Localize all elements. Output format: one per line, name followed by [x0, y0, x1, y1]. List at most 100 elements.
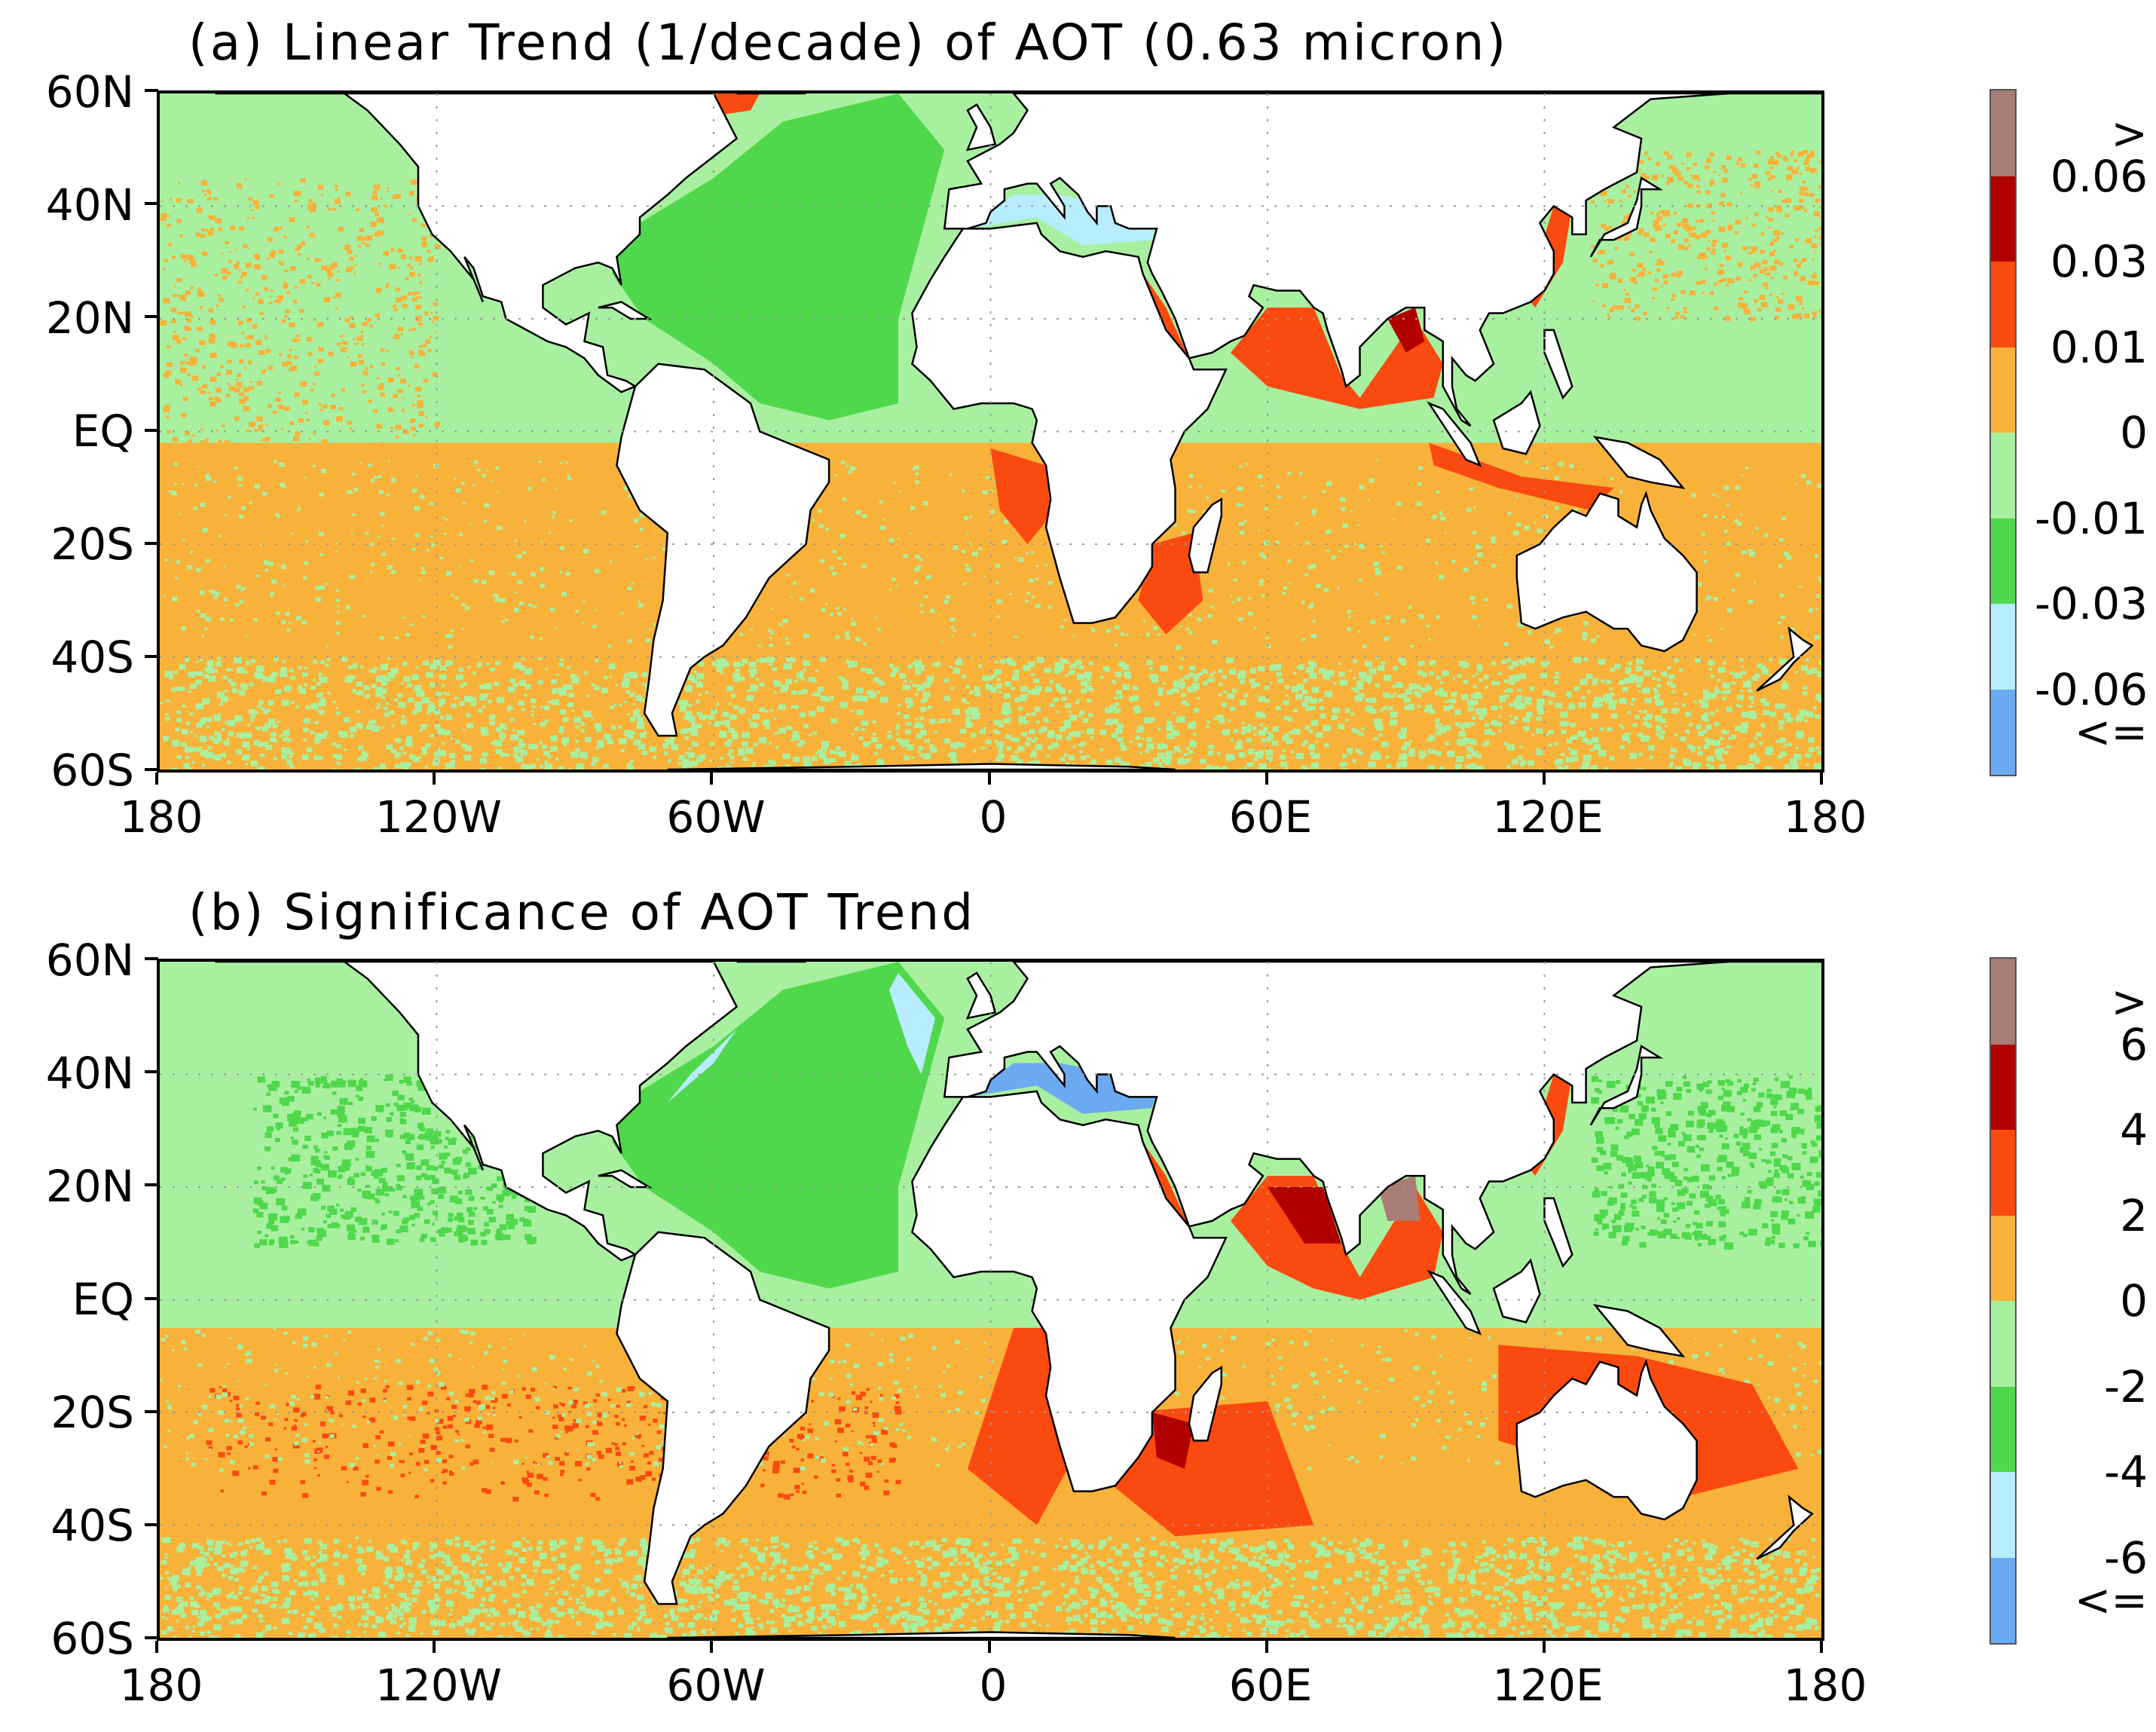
lat-label-60n: 60N — [45, 935, 134, 986]
lat-tick — [145, 654, 158, 658]
colorbar-label: 0.06 — [2050, 150, 2148, 202]
colorbar-segment — [1991, 90, 2015, 176]
land-madagascar — [1188, 1365, 1223, 1442]
lat-tick — [145, 957, 158, 960]
colorbar-segment — [1991, 176, 2015, 262]
speckle-dots — [252, 1074, 537, 1248]
land-borneo — [1492, 1258, 1541, 1323]
lat-label-eq: EQ — [72, 1274, 134, 1325]
lon-label-60w: 60W — [666, 1660, 766, 1711]
north-atlantic-decrease — [612, 93, 945, 421]
colorbar-label: 4 — [2120, 1104, 2148, 1155]
colorbar-segment — [1991, 433, 2015, 519]
mozambique-increase — [1138, 533, 1203, 635]
colorbar-label: 0.01 — [2050, 321, 2148, 373]
land-antarctica-edge — [667, 1631, 1176, 1638]
north-atlantic-negative — [612, 962, 945, 1289]
colorbar-segment — [1991, 959, 2015, 1045]
lat-label-20n: 20N — [45, 1161, 134, 1212]
land-sumatra — [1427, 1269, 1482, 1336]
land-new-guinea — [1592, 1304, 1686, 1358]
panel-b-colorbar — [1989, 957, 2017, 1645]
lon-label-60e: 60E — [1228, 1660, 1313, 1711]
land-madagascar — [1188, 497, 1223, 574]
speckle-dots — [160, 1328, 1821, 1473]
land-philippines — [1543, 329, 1573, 400]
mediterranean-decrease — [967, 194, 1157, 246]
red-sea-increase — [1142, 274, 1189, 359]
land-south-america — [616, 363, 830, 737]
speckle-texture — [160, 178, 442, 463]
gulf-of-guinea-increase — [990, 448, 1051, 544]
gridlines — [160, 93, 1821, 770]
lat-tick — [145, 1636, 158, 1639]
lon-tick — [987, 773, 991, 785]
speckle-texture — [1591, 1075, 1821, 1250]
lat-label-40s: 40S — [50, 632, 134, 683]
colorbar-segment — [1991, 1215, 2015, 1301]
colorbar-segment — [1991, 1472, 2015, 1558]
lon-label-180w: 180 — [119, 1660, 203, 1711]
lon-label-0: 0 — [979, 791, 1008, 843]
land-japan — [1589, 176, 1664, 258]
land-new-zealand — [1756, 1495, 1814, 1560]
lat-tick — [145, 768, 158, 771]
colorbar-segment — [1991, 262, 2015, 347]
speckle-texture — [160, 1328, 1821, 1473]
lat-label-eq: EQ — [72, 405, 134, 457]
panel-a-colorbar — [1989, 89, 2017, 776]
speckle-dots — [160, 1536, 1821, 1638]
colorbar-label: 0 — [2120, 1275, 2148, 1327]
speckle-texture — [160, 1536, 1821, 1638]
speckle-texture — [160, 656, 1821, 770]
us-coast-negative — [644, 1029, 737, 1131]
land-new-zealand — [1756, 626, 1814, 692]
land-sumatra — [1427, 401, 1482, 467]
lat-label-20n: 20N — [45, 292, 134, 344]
lat-tick — [145, 89, 158, 92]
lat-tick — [145, 1522, 158, 1526]
colorbar-label: 0.03 — [2050, 236, 2148, 287]
land-south-america — [616, 1231, 830, 1605]
lon-tick — [1820, 773, 1823, 785]
indian-subcontinent-increase — [1231, 308, 1443, 409]
speckle-dots — [160, 178, 442, 463]
panel-b-map — [157, 959, 1824, 1641]
lon-label-0: 0 — [979, 1660, 1008, 1711]
red-sea-positive — [1142, 1142, 1189, 1227]
colorbar-label: -0.06 — [2035, 663, 2148, 715]
lat-label-60n: 60N — [45, 66, 134, 118]
lon-label-180w: 180 — [119, 791, 203, 843]
lon-tick — [433, 1641, 436, 1653]
panel-a-map — [157, 90, 1824, 773]
colorbar-label: <= — [2074, 706, 2148, 758]
speckle-texture — [1591, 149, 1821, 322]
lat-label-40n: 40N — [45, 1048, 134, 1099]
lon-label-120w: 120W — [375, 791, 503, 843]
lon-label-180e: 180 — [1783, 791, 1867, 843]
land-philippines — [1543, 1197, 1573, 1268]
east-atlantic-negative — [888, 972, 935, 1075]
lon-label-120e: 120E — [1492, 791, 1604, 843]
land-cuba — [598, 1169, 653, 1189]
land-africa — [910, 1090, 1228, 1492]
speckle-dots — [160, 656, 1821, 770]
gridlines — [160, 962, 1821, 1638]
colorbar-label: -4 — [2104, 1446, 2148, 1498]
land-australia — [1515, 1358, 1698, 1521]
lon-label-60e: 60E — [1228, 791, 1313, 843]
land-eurasia — [943, 962, 1821, 1296]
colorbar-segment — [1991, 1130, 2015, 1216]
land-africa — [910, 222, 1228, 624]
panel-b-map-svg — [160, 962, 1821, 1638]
land-antarctica-edge — [667, 763, 1176, 770]
colorbar-label: > — [2111, 107, 2148, 159]
lon-tick — [1265, 1641, 1268, 1653]
lon-tick — [1542, 773, 1546, 785]
colorbar-label: 6 — [2120, 1018, 2148, 1070]
mozambique-high — [1151, 1412, 1194, 1469]
lon-label-180e: 180 — [1783, 1660, 1867, 1711]
colorbar-label: -0.01 — [2035, 492, 2148, 544]
speckle-dots — [1591, 1075, 1821, 1250]
colorbar-segment — [1991, 1301, 2015, 1387]
